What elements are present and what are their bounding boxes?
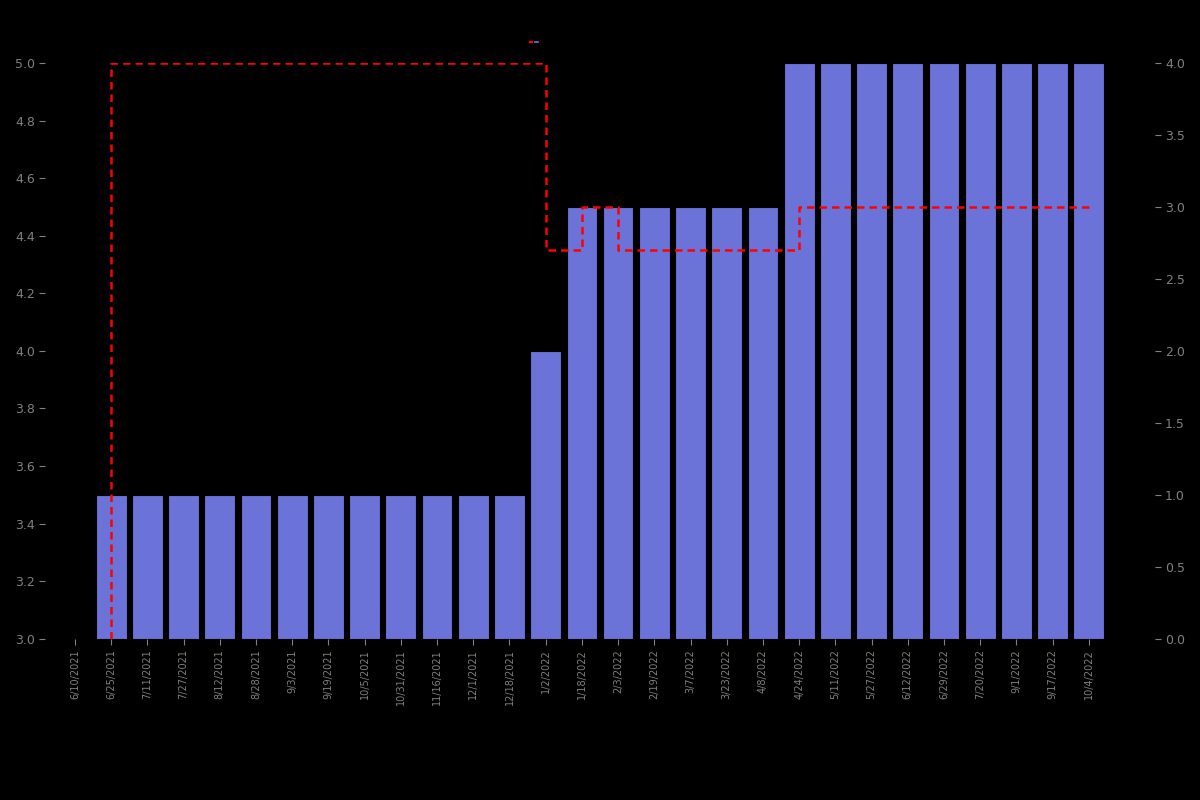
Legend: , : , xyxy=(528,41,539,43)
Bar xyxy=(132,494,163,638)
Bar xyxy=(712,207,742,638)
Bar xyxy=(168,494,199,638)
Bar xyxy=(638,207,670,638)
Bar xyxy=(1037,63,1068,638)
Bar xyxy=(241,494,271,638)
Bar xyxy=(96,494,127,638)
Bar xyxy=(1073,63,1104,638)
Bar xyxy=(748,207,779,638)
Bar xyxy=(784,63,815,638)
Bar xyxy=(965,63,996,638)
Bar xyxy=(421,494,452,638)
Bar xyxy=(277,494,307,638)
Bar xyxy=(349,494,380,638)
Bar xyxy=(458,494,488,638)
Bar xyxy=(929,63,959,638)
Bar xyxy=(530,351,562,638)
Bar xyxy=(494,494,524,638)
Bar xyxy=(893,63,923,638)
Bar xyxy=(313,494,344,638)
Bar xyxy=(1001,63,1032,638)
Bar xyxy=(566,207,598,638)
Bar xyxy=(204,494,235,638)
Bar xyxy=(602,207,634,638)
Bar xyxy=(676,207,706,638)
Bar xyxy=(820,63,851,638)
Bar xyxy=(856,63,887,638)
Bar xyxy=(385,494,416,638)
